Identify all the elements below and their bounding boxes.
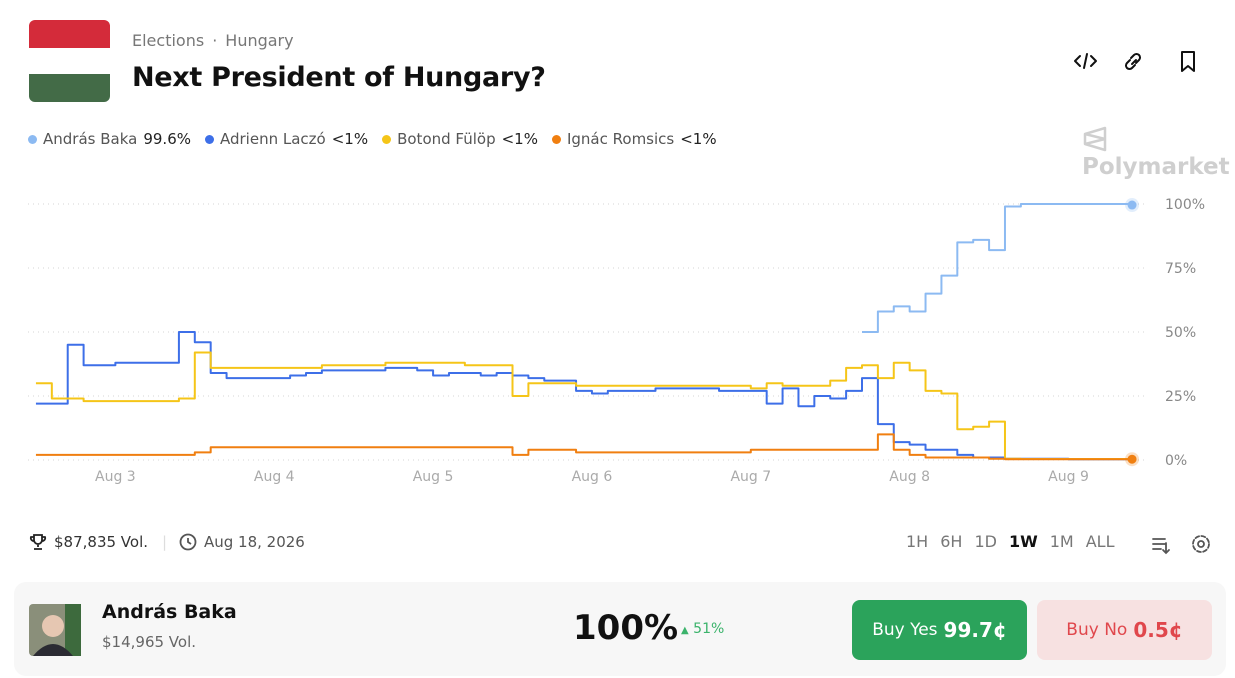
buy-yes-button[interactable]: Buy Yes 99.7¢ [852, 600, 1027, 660]
series-line [35, 433, 1133, 461]
link-icon[interactable] [1124, 52, 1142, 71]
range-button[interactable]: 1W [1008, 532, 1038, 551]
legend-dot [205, 134, 214, 144]
range-button[interactable]: ALL [1085, 532, 1115, 551]
legend-item: Adrienn Laczó <1% [205, 130, 368, 148]
legend-name: András Baka [43, 130, 138, 148]
trophy-icon [29, 534, 47, 550]
settings-icon[interactable] [1192, 535, 1210, 553]
market-title: Next President of Hungary? [132, 62, 546, 93]
button-label: Buy No [1066, 620, 1128, 640]
x-tick-label: Aug 5 [413, 469, 454, 485]
legend-item: Botond Fülöp <1% [382, 130, 538, 148]
buy-no-button[interactable]: Buy No 0.5¢ [1037, 600, 1212, 660]
y-tick-label: 100% [1165, 197, 1205, 213]
y-tick-label: 50% [1165, 325, 1196, 341]
legend-item: András Baka 99.6% [28, 130, 191, 148]
x-tick-label: Aug 3 [95, 469, 136, 485]
embed-icon[interactable] [1074, 53, 1097, 69]
end-dot [1127, 200, 1137, 210]
button-price: 99.7¢ [943, 618, 1007, 642]
legend-value: <1% [680, 130, 717, 148]
chart: 0% 25% 50% 75% 100% Aug 3 Aug 4 Aug 5 Aug 6 Aug 7… [28, 197, 1205, 485]
outcome-change: ▲ 51% [681, 621, 725, 637]
flag [29, 20, 110, 102]
breadcrumb-item[interactable]: Hungary [225, 31, 294, 50]
brand-name: Polymarket [1082, 154, 1230, 180]
x-tick-label: Aug 9 [1048, 469, 1089, 485]
toolbar [1074, 51, 1195, 72]
brand: Polymarket [1082, 126, 1235, 180]
legend-dot [382, 134, 392, 144]
legend-name: Botond Fülöp [397, 130, 496, 148]
legend-item: Ignác Romsics <1% [551, 130, 717, 148]
range-selector: 1H 6H 1D 1W 1M ALL [900, 532, 1120, 551]
series-line [35, 331, 1133, 461]
legend-name: Adrienn Laczó [220, 130, 326, 148]
range-button[interactable]: 1M [1049, 532, 1074, 551]
sort-icon[interactable] [1152, 538, 1170, 555]
range-button[interactable]: 1H [906, 532, 929, 551]
breadcrumb-item[interactable]: Elections [132, 31, 205, 50]
x-tick-label: Aug 8 [889, 469, 930, 485]
outcome-name: András Baka [102, 601, 237, 623]
range-button[interactable]: 6H [940, 532, 963, 551]
bookmark-icon[interactable] [1181, 51, 1195, 72]
y-tick-label: 75% [1165, 261, 1196, 277]
volume-text: $87,835 Vol. [54, 533, 149, 551]
avatar [29, 604, 81, 656]
chart-tools [1152, 535, 1210, 555]
legend-value: <1% [501, 130, 538, 148]
legend-name: Ignác Romsics [566, 130, 675, 148]
end-dot [1127, 454, 1137, 464]
legend-dot [551, 134, 561, 144]
outcome-chance: 100% [573, 608, 679, 648]
series-line [862, 203, 1134, 333]
change-text: 51% [693, 621, 725, 637]
y-tick-label: 25% [1165, 389, 1196, 405]
end-date: Aug 18, 2026 [178, 532, 305, 552]
legend: András Baka 99.6% Adrienn Laczó <1% Botond F… [28, 130, 717, 148]
end-date-text: Aug 18, 2026 [204, 533, 305, 551]
y-tick-label: 0% [1165, 453, 1187, 469]
legend-value: 99.6% [143, 130, 191, 148]
button-price: 0.5¢ [1133, 618, 1183, 642]
volume: $87,835 Vol. | [28, 532, 167, 552]
button-label: Buy Yes [872, 620, 938, 640]
x-tick-label: Aug 7 [730, 469, 771, 485]
range-button[interactable]: 1D [974, 532, 997, 551]
x-tick-label: Aug 4 [254, 469, 295, 485]
brand-logo [1083, 126, 1107, 152]
legend-value: <1% [331, 130, 369, 148]
breadcrumb: Elections · Hungary [132, 31, 294, 50]
series-line [35, 351, 1133, 460]
outcome-volume: $14,965 Vol. [102, 633, 197, 651]
legend-dot [28, 134, 37, 144]
clock-icon [179, 533, 197, 551]
x-tick-label: Aug 6 [572, 469, 613, 485]
